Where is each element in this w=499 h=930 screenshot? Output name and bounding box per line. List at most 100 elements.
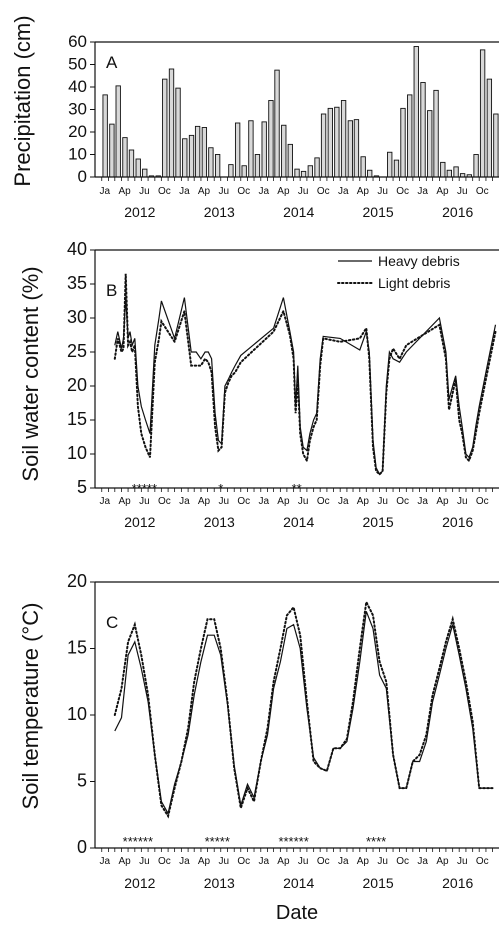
precip-bar <box>248 120 254 178</box>
x-year-label: 2016 <box>442 514 473 530</box>
x-month-label: Oc <box>396 856 409 867</box>
precip-bar <box>353 119 360 178</box>
precip-bar <box>182 138 188 178</box>
x-month-label: Ap <box>277 856 290 867</box>
x-month-label: Oc <box>396 186 409 197</box>
precip-bar <box>268 100 274 178</box>
x-axis-label: Date <box>276 902 318 924</box>
precip-bar <box>367 169 373 178</box>
x-month-label: Ap <box>198 496 211 507</box>
x-month-label: Ju <box>219 186 230 197</box>
precip-bar <box>433 89 439 178</box>
x-month-label: Oc <box>476 856 489 867</box>
y-tick-label: 30 <box>67 307 87 327</box>
precip-bar <box>294 168 300 178</box>
x-month-label: Ju <box>377 856 388 867</box>
precip-bar <box>128 149 135 178</box>
x-month-label: Ja <box>259 496 270 507</box>
y-tick-label: 15 <box>67 638 87 658</box>
x-month-label: Ju <box>298 856 309 867</box>
x-month-label: Oc <box>158 496 171 507</box>
precip-bar <box>188 134 195 178</box>
x-month-label: Ap <box>277 186 290 197</box>
x-month-label: Ja <box>100 186 111 197</box>
x-year-label: 2016 <box>442 204 473 220</box>
precip-bar <box>300 170 307 178</box>
x-month-label: Ap <box>436 856 449 867</box>
x-month-label: Oc <box>317 856 330 867</box>
x-month-label: Oc <box>158 186 171 197</box>
x-month-label: Ju <box>139 496 150 507</box>
x-month-label: Oc <box>237 186 250 197</box>
panel-b-ylabel: Soil water content (%) <box>18 266 43 481</box>
precip-bar <box>274 69 280 178</box>
y-tick-label: 40 <box>68 77 87 96</box>
x-month-label: Ja <box>179 496 190 507</box>
y-tick-label: 10 <box>67 443 87 463</box>
x-month-label: Ja <box>179 186 190 197</box>
x-year-label: 2012 <box>124 875 155 891</box>
x-month-label: Ap <box>357 496 370 507</box>
x-month-label: Ap <box>118 856 131 867</box>
x-month-label: Ju <box>298 186 309 197</box>
series-line-light-debris <box>113 273 497 476</box>
x-month-label: Ja <box>179 856 190 867</box>
x-month-label: Ja <box>259 186 270 197</box>
legend-light-label: Light debris <box>378 275 450 291</box>
x-month-label: Oc <box>476 496 489 507</box>
y-tick-label: 20 <box>68 122 87 141</box>
precip-bar <box>162 78 168 178</box>
precip-bar <box>440 161 446 178</box>
precip-bar <box>122 137 128 178</box>
series-line-light-debris <box>113 598 494 819</box>
x-month-label: Ja <box>100 496 111 507</box>
x-month-label: Oc <box>317 186 330 197</box>
x-month-label: Ap <box>436 496 449 507</box>
precip-bar <box>142 168 148 178</box>
x-month-label: Ja <box>338 496 349 507</box>
x-month-label: Ap <box>277 496 290 507</box>
precip-bar <box>102 94 108 178</box>
precip-bar <box>281 124 287 178</box>
x-year-label: 2014 <box>283 514 314 530</box>
y-tick-label: 20 <box>67 571 87 591</box>
precip-bar <box>407 94 413 178</box>
precip-bar <box>493 113 499 178</box>
x-year-label: 2016 <box>442 875 473 891</box>
y-tick-label: 0 <box>77 837 87 857</box>
x-month-label: Oc <box>396 496 409 507</box>
y-tick-label: 50 <box>68 55 87 74</box>
x-year-label: 2012 <box>124 204 155 220</box>
x-month-label: Oc <box>476 186 489 197</box>
x-month-label: Oc <box>237 496 250 507</box>
x-year-label: 2013 <box>204 204 235 220</box>
precip-bar <box>175 87 181 178</box>
y-tick-label: 30 <box>68 100 87 119</box>
significance-asterisks: **** <box>366 834 386 849</box>
x-month-label: Ja <box>417 856 428 867</box>
precip-bar <box>109 123 115 178</box>
precip-bar <box>327 107 333 178</box>
x-month-label: Ja <box>338 186 349 197</box>
x-month-label: Ju <box>457 856 468 867</box>
significance-asterisks: ****** <box>123 834 153 849</box>
y-tick-label: 35 <box>67 273 87 293</box>
precip-bar <box>228 164 234 178</box>
precip-bar <box>387 151 393 178</box>
panel-a-precipitation: Precipitation (cm) A 0 10 20 30 40 50 60 Ja Ap Ju… <box>10 15 499 220</box>
panel-c-ylabel: Soil temperature (°C) <box>18 603 43 810</box>
precip-bar <box>420 82 426 178</box>
x-month-label: Ju <box>457 496 468 507</box>
precip-bar <box>473 154 479 178</box>
panel-a-label: A <box>106 53 118 72</box>
x-month-label: Ap <box>198 186 211 197</box>
x-year-label: 2015 <box>363 514 394 530</box>
y-tick-label: 5 <box>77 477 87 497</box>
precip-bar <box>241 165 247 178</box>
x-year-label: 2015 <box>363 875 394 891</box>
significance-asterisks: ***** <box>205 834 230 849</box>
x-month-label: Ap <box>357 856 370 867</box>
